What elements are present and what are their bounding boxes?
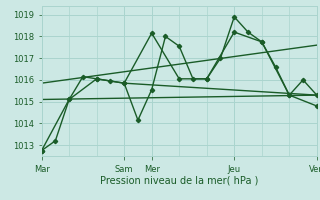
X-axis label: Pression niveau de la mer( hPa ): Pression niveau de la mer( hPa ): [100, 175, 258, 185]
